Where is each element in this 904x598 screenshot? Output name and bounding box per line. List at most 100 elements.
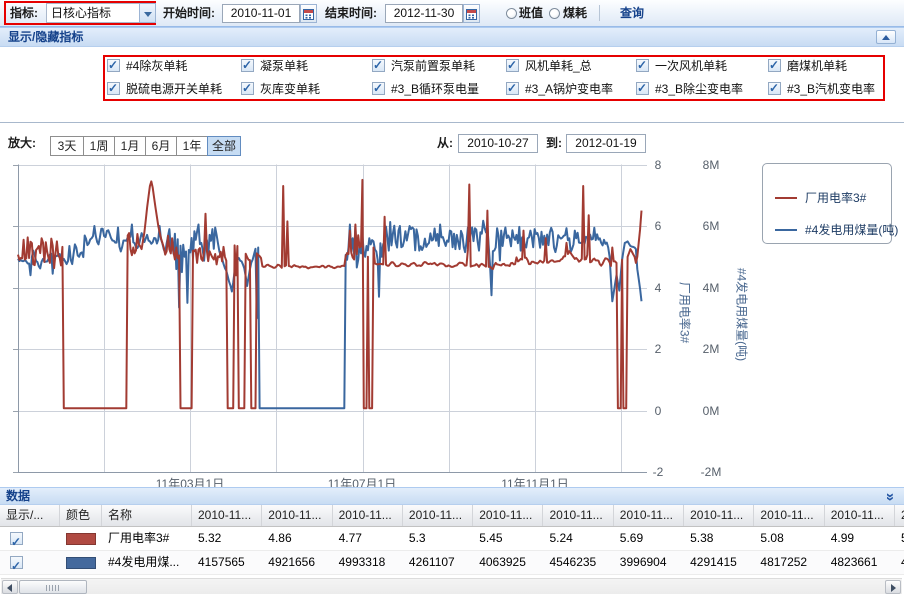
check-mark-icon: ✓ bbox=[637, 81, 648, 95]
checkbox-icon[interactable]: ✓ bbox=[10, 532, 23, 549]
collapse-panel-button[interactable] bbox=[876, 30, 896, 44]
scrollbar-grip bbox=[46, 585, 60, 591]
table-header-cell[interactable]: 2010-11... bbox=[473, 505, 544, 526]
arrow-left-icon bbox=[7, 584, 12, 592]
table-header-cell[interactable]: 显示/... bbox=[0, 505, 60, 526]
range-to-input[interactable]: 2012-01-19 bbox=[566, 134, 646, 153]
checkbox-icon[interactable]: ✓ bbox=[636, 58, 649, 72]
checkbox-label: 凝泵单耗 bbox=[260, 59, 309, 73]
zoom-label: 放大: bbox=[8, 136, 36, 150]
coal-radio[interactable] bbox=[549, 8, 560, 19]
table-header-cell[interactable]: 2010-11... bbox=[333, 505, 403, 526]
table-header-cell[interactable]: 2010-11... bbox=[684, 505, 755, 526]
checkbox-icon[interactable]: ✓ bbox=[10, 556, 23, 573]
table-header-cell[interactable]: 2010-11... bbox=[754, 505, 825, 526]
axis-title-coal: #4发电用煤量(吨) bbox=[734, 267, 749, 362]
checkbox-icon[interactable]: ✓ bbox=[768, 58, 781, 72]
zoom-button-6[interactable]: 全部 bbox=[207, 136, 241, 156]
table-header-cell[interactable]: 颜色 bbox=[60, 505, 102, 526]
check-mark-icon: ✓ bbox=[373, 58, 384, 72]
metric-combobox[interactable]: 日核心指标 bbox=[46, 3, 156, 23]
zoom-button-1[interactable]: 3天 bbox=[50, 136, 84, 156]
data-panel-title: 数据 bbox=[6, 489, 31, 503]
table-header-cell[interactable]: 2010-11... bbox=[262, 505, 333, 526]
end-date-picker-button[interactable] bbox=[463, 4, 480, 23]
table-header-cell[interactable]: 2 bbox=[895, 505, 904, 526]
checkbox-icon[interactable]: ✓ bbox=[506, 81, 519, 95]
legend-line-red bbox=[775, 197, 797, 199]
checkbox-icon[interactable]: ✓ bbox=[768, 81, 781, 95]
coal-radio-label: 煤耗 bbox=[563, 6, 588, 20]
scroll-left-button[interactable] bbox=[2, 580, 18, 594]
start-date-input[interactable]: 2010-11-01 bbox=[222, 4, 300, 23]
calendar-icon bbox=[466, 9, 477, 20]
row-value-cell: 4.99 bbox=[830, 531, 855, 545]
shift-radio[interactable] bbox=[506, 8, 517, 19]
horizontal-scrollbar[interactable] bbox=[1, 578, 902, 594]
table-header-cell[interactable]: 2010-11... bbox=[544, 505, 614, 526]
y-axis2-tick-label: 4M bbox=[702, 280, 720, 295]
row-name-cell: #4发电用煤... bbox=[108, 555, 180, 569]
row-value-cell: 5.32 bbox=[198, 531, 222, 545]
check-mark-icon: ✓ bbox=[242, 58, 253, 72]
collapse-data-panel-icon[interactable]: » bbox=[881, 492, 899, 501]
checkbox-icon[interactable]: ✓ bbox=[636, 81, 649, 95]
checkbox-label: 风机单耗_总 bbox=[525, 59, 592, 73]
indicators-panel-title: 显示/隐藏指标 bbox=[8, 30, 84, 44]
y-axis-tick-label: 8 bbox=[654, 157, 662, 172]
shift-radio-label: 班值 bbox=[519, 6, 544, 20]
metric-combobox-trigger[interactable] bbox=[139, 3, 156, 23]
scrollbar-thumb[interactable] bbox=[19, 580, 87, 594]
row-value-cell: 4063925 bbox=[479, 555, 526, 569]
table-row[interactable]: ✓ 厂用电率3# 5.32 4.86 4.77 5.3 5.45 5.24 5.69 5.38 5.… bbox=[0, 527, 904, 551]
checkbox-icon[interactable]: ✓ bbox=[107, 58, 120, 72]
toolbar-separator bbox=[599, 5, 600, 21]
start-date-picker-button[interactable] bbox=[300, 4, 317, 23]
check-mark-icon: ✓ bbox=[242, 81, 253, 95]
checkbox-label: 汽泵前置泵单耗 bbox=[391, 59, 476, 73]
y-axis2-tick-label: 2M bbox=[702, 342, 720, 356]
table-row[interactable]: ✓ #4发电用煤... 4157565 4921656 4993318 4261107 40… bbox=[0, 551, 904, 575]
line-chart[interactable] bbox=[0, 150, 680, 487]
checkbox-icon[interactable]: ✓ bbox=[107, 81, 120, 95]
metric-combobox-value[interactable]: 日核心指标 bbox=[46, 3, 139, 23]
row-value-cell: 4.77 bbox=[338, 531, 362, 545]
table-header: 显示/... 颜色 名称 2010-11... 2010-11... 2010-11...… bbox=[0, 505, 904, 527]
range-from-input[interactable]: 2010-10-27 bbox=[458, 134, 538, 153]
check-mark-icon: ✓ bbox=[507, 81, 518, 95]
range-from-label: 从: bbox=[437, 136, 453, 150]
table-header-cell[interactable]: 2010-11... bbox=[614, 505, 685, 526]
row-value-cell: 4546235 bbox=[549, 555, 597, 569]
table-header-cell[interactable]: 2010-11... bbox=[825, 505, 895, 526]
zoom-button-5[interactable]: 1年 bbox=[176, 136, 208, 156]
indicators-panel-header[interactable]: 显示/隐藏指标 bbox=[0, 27, 904, 47]
checkbox-label: #3_B循环泵电量 bbox=[391, 82, 480, 96]
checkbox-label: #3_B除尘变电率 bbox=[655, 82, 744, 96]
table-header-cell[interactable]: 2010-11... bbox=[192, 505, 263, 526]
check-mark-icon: ✓ bbox=[108, 81, 119, 95]
y-axis2-tick-label: -2M bbox=[700, 465, 722, 479]
row-value-cell: 4993318 bbox=[338, 555, 386, 569]
table-header-cell[interactable]: 名称 bbox=[102, 505, 192, 526]
chevron-down-icon bbox=[144, 12, 152, 17]
row-value-cell: 4.86 bbox=[268, 531, 292, 545]
row-value-cell: 4157565 bbox=[198, 555, 245, 569]
y-axis-tick-label: -2 bbox=[652, 465, 664, 479]
data-panel-header[interactable]: 数据 » bbox=[0, 487, 904, 505]
checkbox-icon[interactable]: ✓ bbox=[372, 58, 385, 72]
scroll-right-button[interactable] bbox=[885, 580, 901, 594]
chart-legend: 厂用电率3# #4发电用煤量(吨) bbox=[762, 163, 898, 244]
table-header-cell[interactable]: 2010-11... bbox=[403, 505, 474, 526]
row-value-cell: 5.08 bbox=[760, 531, 784, 545]
end-date-input[interactable]: 2012-11-30 bbox=[385, 4, 463, 23]
checkbox-icon[interactable]: ✓ bbox=[506, 58, 519, 72]
query-button[interactable]: 查询 bbox=[620, 6, 645, 20]
checkbox-icon[interactable]: ✓ bbox=[241, 58, 254, 72]
checkbox-icon[interactable]: ✓ bbox=[241, 81, 254, 95]
row-value-cell: 5.45 bbox=[479, 531, 503, 545]
checkbox-icon[interactable]: ✓ bbox=[372, 81, 385, 95]
y-axis-tick-label: 4 bbox=[654, 280, 662, 295]
check-mark-icon: ✓ bbox=[769, 58, 780, 72]
checkbox-label: 脱硫电源开关单耗 bbox=[126, 82, 223, 96]
